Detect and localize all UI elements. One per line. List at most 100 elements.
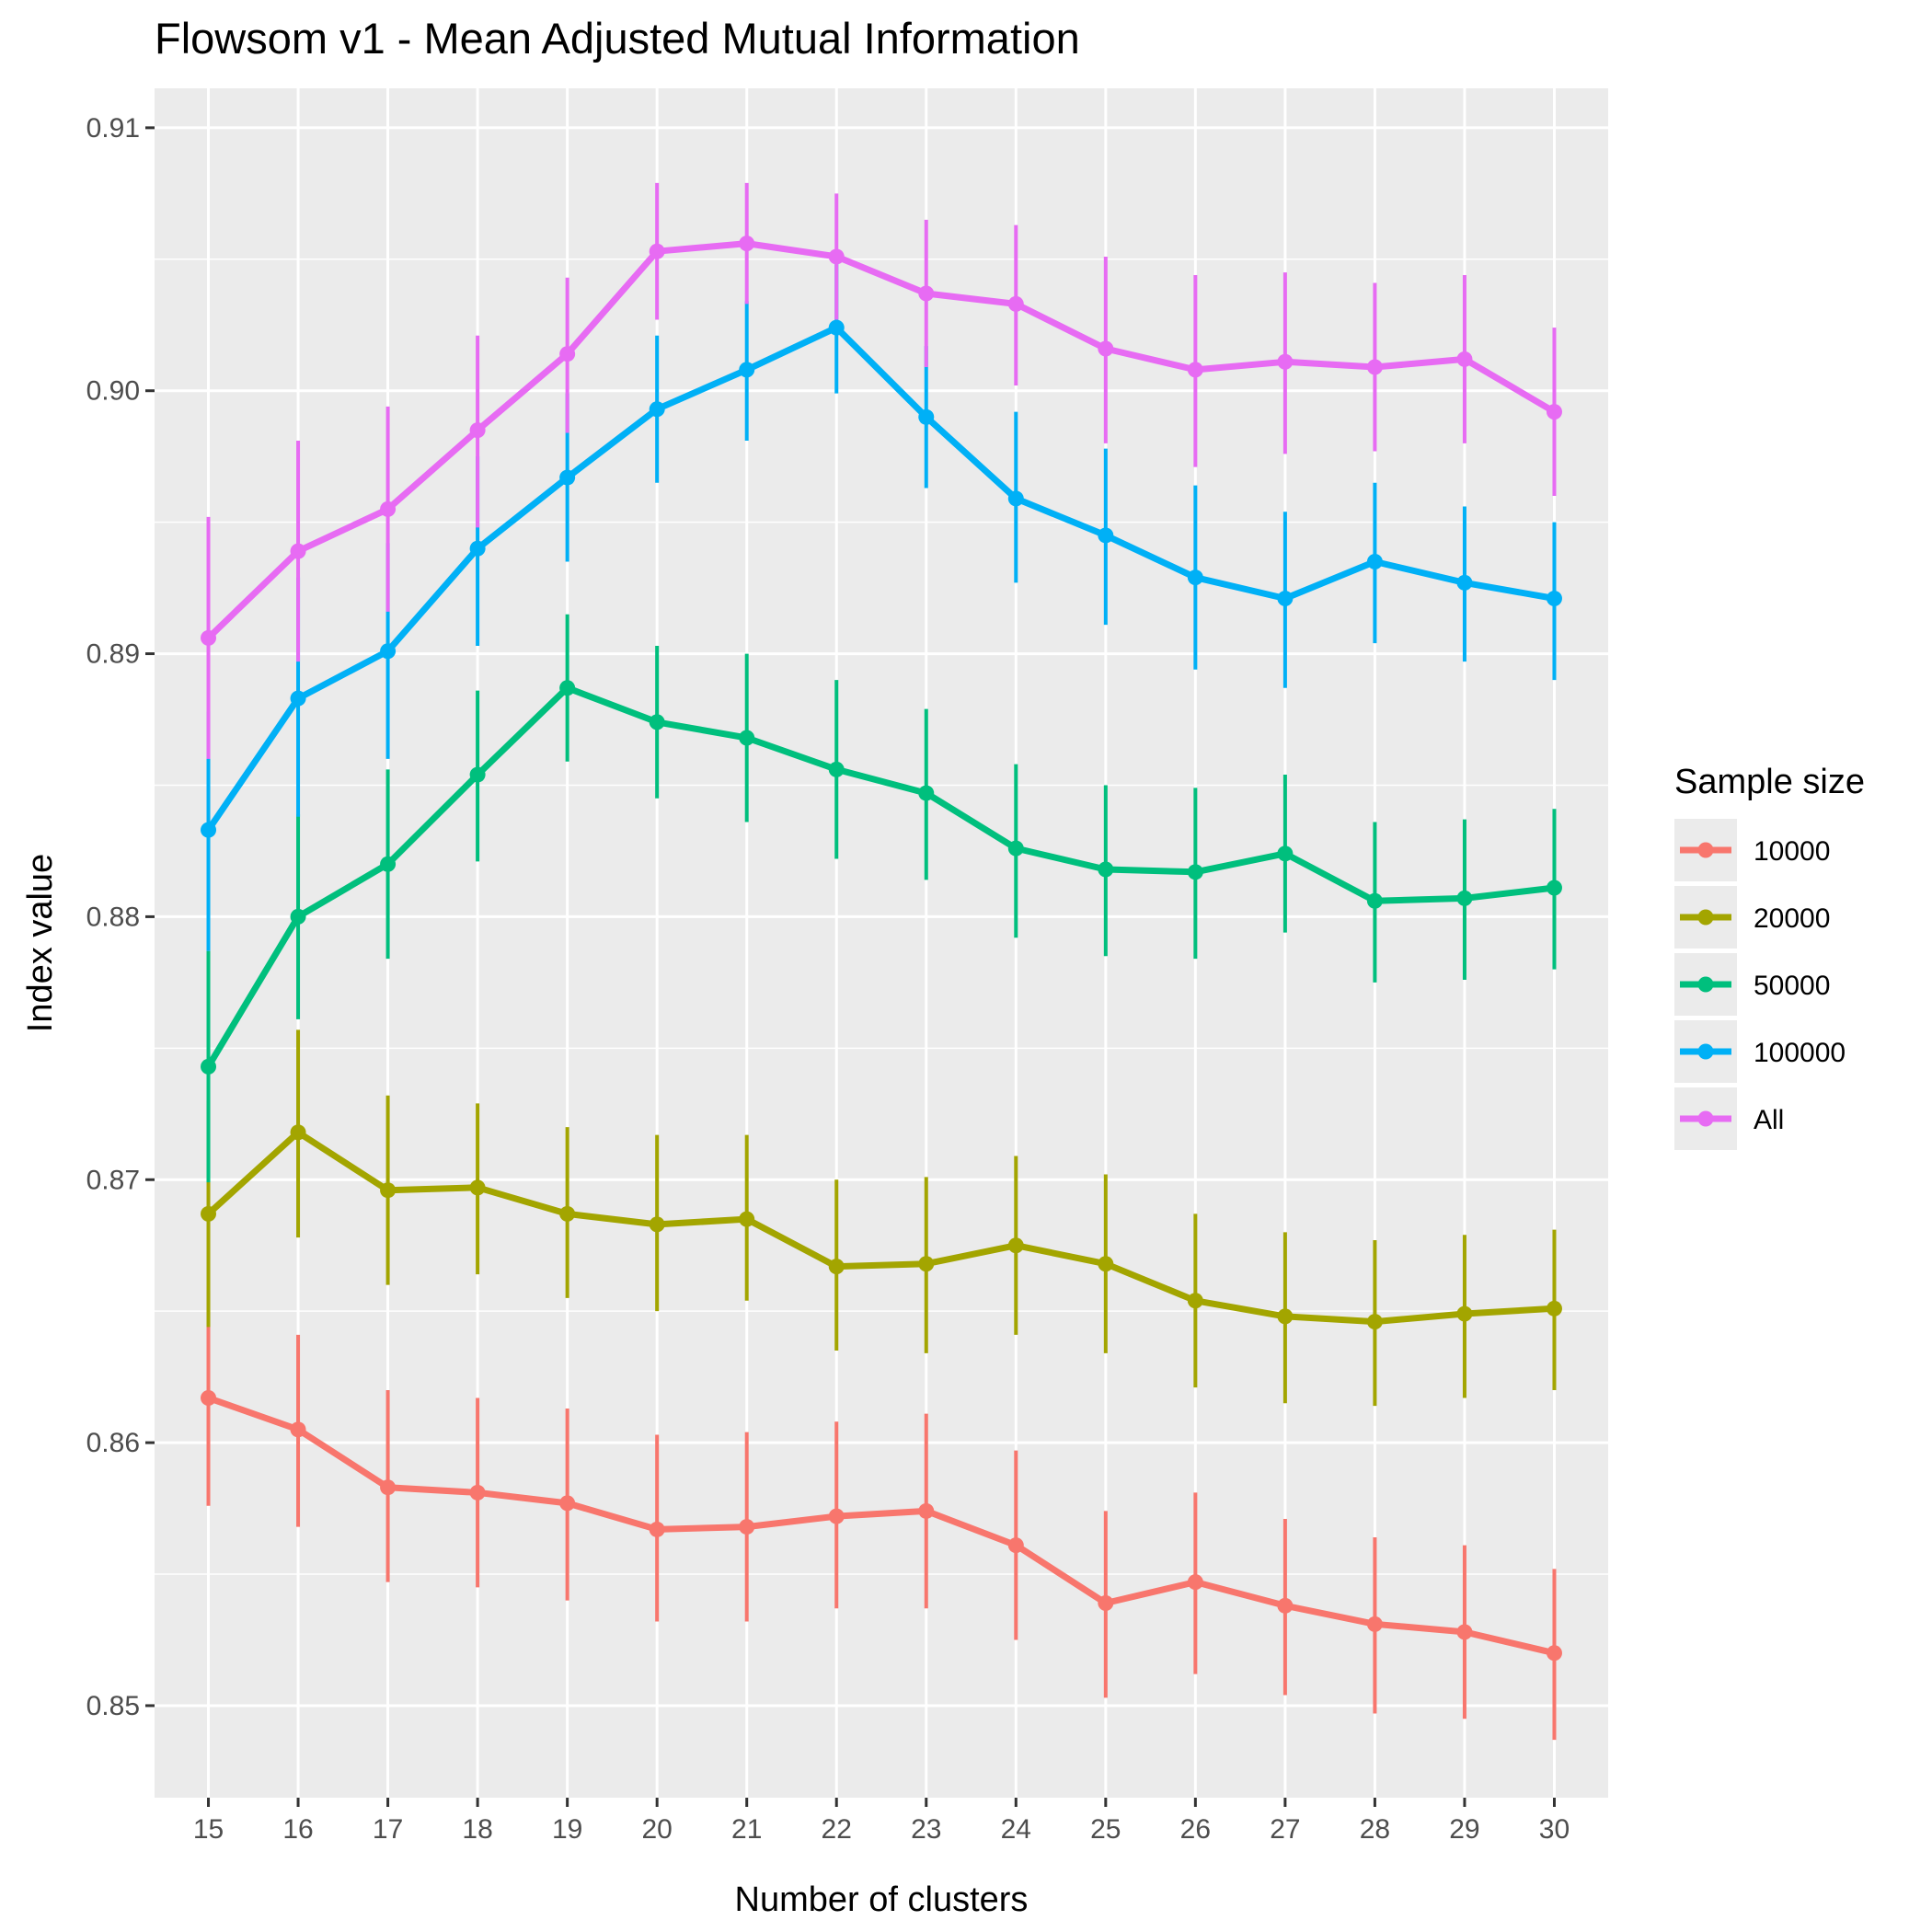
legend: Sample size 10000 20000 50000 100000 All: [1674, 763, 1865, 1150]
data-point: [1187, 569, 1203, 586]
data-point: [739, 1211, 755, 1227]
data-point: [649, 243, 665, 259]
data-point: [469, 1484, 486, 1501]
data-point: [649, 1216, 665, 1233]
x-tick-label: 29: [1449, 1814, 1479, 1845]
x-axis-title: Number of clusters: [735, 1880, 1029, 1919]
y-axis-title: Index value: [21, 854, 60, 1032]
data-point: [1098, 340, 1114, 357]
legend-label: 10000: [1754, 836, 1830, 867]
chart-title: Flowsom v1 - Mean Adjusted Mutual Inform…: [155, 14, 1080, 63]
data-point: [828, 1508, 845, 1524]
data-point: [1546, 404, 1562, 420]
data-point: [469, 540, 486, 557]
series-line: [206, 1129, 1555, 1326]
legend-label: 20000: [1754, 903, 1830, 934]
data-point: [739, 730, 755, 746]
data-point: [828, 761, 845, 777]
plot-panel: [155, 88, 1608, 1798]
data-point: [1546, 1300, 1562, 1317]
data-point: [739, 1519, 755, 1535]
data-point: [918, 285, 935, 302]
data-point: [1456, 351, 1473, 367]
data-point: [649, 714, 665, 730]
series-line: [205, 684, 1555, 1069]
data-point: [559, 346, 576, 362]
data-point: [918, 408, 935, 425]
data-point: [1007, 295, 1024, 312]
data-point: [559, 680, 576, 696]
data-point: [1098, 1256, 1114, 1272]
data-point: [559, 1205, 576, 1222]
x-tick-label: 25: [1090, 1814, 1121, 1845]
x-tick-label: 17: [373, 1814, 403, 1845]
x-tick-label: 27: [1270, 1814, 1300, 1845]
data-point: [1098, 527, 1114, 544]
legend-label: All: [1754, 1105, 1784, 1135]
data-point: [1366, 1616, 1383, 1632]
legend-label: 50000: [1754, 971, 1830, 1001]
legend-label: 100000: [1754, 1038, 1846, 1068]
data-point: [1366, 359, 1383, 375]
data-point: [1098, 1594, 1114, 1611]
x-tick-label: 28: [1360, 1814, 1390, 1845]
data-point: [1187, 1574, 1203, 1591]
grid-minor: [155, 259, 1608, 1575]
legend-key-point: [1697, 842, 1714, 858]
data-point: [290, 543, 306, 559]
data-point: [1187, 1293, 1203, 1309]
data-point: [1277, 845, 1294, 862]
data-point: [1456, 1624, 1473, 1640]
data-point: [649, 1521, 665, 1537]
legend-title: Sample size: [1674, 763, 1865, 801]
data-point: [649, 401, 665, 418]
y-tick-label: 0.90: [86, 376, 140, 407]
data-point: [828, 248, 845, 265]
y-axis: 0.85 0.86 0.87 0.88 0.89 0.90 0.91: [86, 113, 155, 1721]
data-point: [1277, 353, 1294, 370]
data-point: [380, 500, 397, 517]
data-point: [1007, 490, 1024, 507]
x-tick-label: 20: [641, 1814, 672, 1845]
x-tick-label: 16: [282, 1814, 313, 1845]
data-point: [201, 822, 217, 838]
data-point: [918, 1502, 935, 1519]
legend-key-point: [1697, 909, 1714, 926]
data-point: [1007, 1537, 1024, 1554]
x-axis: 15 16 17 18 19 20 21 22 23 24 25 26 27 28 29 30: [193, 1798, 1570, 1845]
data-point: [1007, 840, 1024, 857]
data-point: [201, 1205, 217, 1222]
series-line: [205, 324, 1556, 833]
data-point: [739, 362, 755, 378]
legend-key-point: [1697, 1110, 1714, 1127]
data-point: [1456, 890, 1473, 906]
series-line: [206, 240, 1557, 640]
data-point: [559, 469, 576, 486]
data-point: [1098, 861, 1114, 878]
y-tick-label: 0.86: [86, 1428, 140, 1458]
data-point: [380, 643, 397, 660]
x-tick-label: 24: [1001, 1814, 1031, 1845]
data-point: [290, 908, 306, 925]
series-lines: [205, 240, 1557, 1657]
data-point: [1546, 1645, 1562, 1662]
data-point: [1546, 880, 1562, 896]
data-point: [739, 236, 755, 252]
data-point: [1007, 1237, 1024, 1254]
data-point: [1456, 574, 1473, 591]
x-tick-label: 21: [731, 1814, 762, 1845]
data-point: [201, 1390, 217, 1407]
data-point: [380, 1182, 397, 1199]
data-point: [469, 422, 486, 439]
data-point: [559, 1495, 576, 1512]
data-point: [1277, 1597, 1294, 1614]
x-tick-label: 15: [193, 1814, 224, 1845]
data-point: [918, 785, 935, 801]
y-tick-label: 0.85: [86, 1691, 140, 1721]
x-tick-label: 19: [552, 1814, 582, 1845]
data-point: [828, 319, 845, 336]
x-tick-label: 26: [1180, 1814, 1211, 1845]
data-point: [380, 856, 397, 872]
data-point: [380, 1479, 397, 1496]
